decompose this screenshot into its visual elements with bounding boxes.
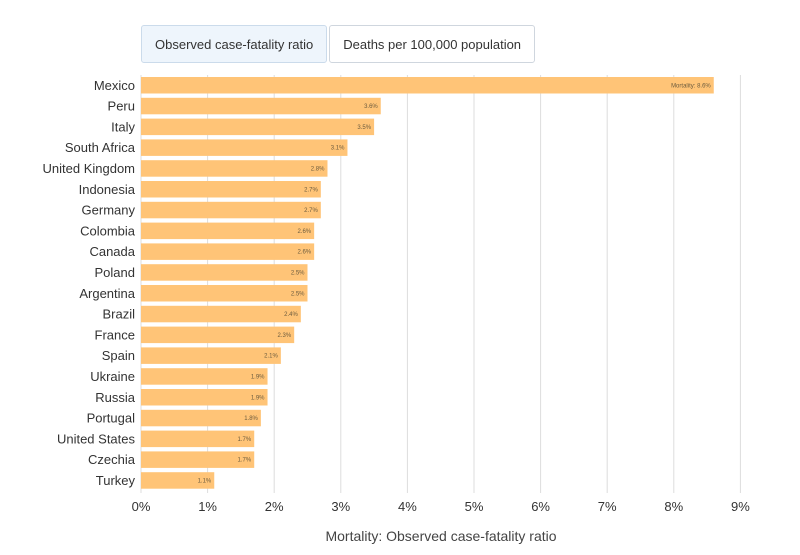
bar-data-label: 1.1% <box>198 478 212 484</box>
bar[interactable] <box>141 243 315 260</box>
bar[interactable] <box>141 326 295 344</box>
x-tick-label: 6% <box>531 499 550 514</box>
bar[interactable] <box>141 118 375 136</box>
bar-data-label: 3.1% <box>331 146 345 152</box>
bar-data-label: 1.7% <box>238 437 252 443</box>
bar-data-label: 2.8% <box>311 166 325 172</box>
category-label: Russia <box>95 390 136 405</box>
bar-data-label: 1.7% <box>238 458 252 464</box>
category-label: Indonesia <box>79 182 136 197</box>
category-label: France <box>95 327 135 342</box>
bar-data-label: 2.5% <box>291 291 305 297</box>
bar[interactable] <box>141 430 255 448</box>
x-tick-label: 5% <box>465 499 484 514</box>
category-label: Spain <box>102 348 135 363</box>
bar-data-labels: Mortality: 8.6% 3.6% 3.5% 3.1% 2.8% 2.7% 2.7% 2… <box>198 83 712 484</box>
category-label: United States <box>57 431 136 446</box>
tab-deaths-per-100000[interactable]: Deaths per 100,000 population <box>329 25 536 63</box>
bar-data-label: 1.8% <box>244 416 258 422</box>
category-label: Turkey <box>96 473 136 488</box>
bar[interactable] <box>141 139 348 156</box>
bar-data-label: 1.9% <box>251 374 265 380</box>
category-label: Argentina <box>79 286 135 301</box>
bar-data-label: 2.7% <box>304 208 318 214</box>
x-tick-label: 7% <box>598 499 617 514</box>
bar-data-label: 1.9% <box>251 395 265 401</box>
category-label: Czechia <box>88 452 136 467</box>
x-tick-label: 4% <box>398 499 417 514</box>
bar-data-label: 3.5% <box>357 125 371 131</box>
bar-data-label: 2.4% <box>284 312 298 318</box>
category-label: Poland <box>95 265 135 280</box>
gridlines <box>140 75 741 493</box>
bars <box>141 77 714 489</box>
bar-data-label: 3.6% <box>364 104 378 110</box>
x-axis-title: Mortality: Observed case-fatality ratio <box>325 528 556 544</box>
bar[interactable] <box>141 451 255 468</box>
bar[interactable] <box>141 181 321 198</box>
x-tick-label: 0% <box>132 499 151 514</box>
tab-observed-case-fatality-ratio[interactable]: Observed case-fatality ratio <box>141 25 328 63</box>
x-tick-label: 9% <box>731 499 750 514</box>
category-label: Colombia <box>80 223 136 238</box>
x-tick-label: 8% <box>664 499 683 514</box>
x-tick-label: 2% <box>265 499 284 514</box>
category-label: Peru <box>108 99 135 114</box>
bar[interactable] <box>141 389 268 406</box>
bar[interactable] <box>141 409 261 427</box>
bar-data-label: 2.6% <box>297 229 311 235</box>
category-label: Canada <box>89 244 135 259</box>
bar-data-label: 2.1% <box>264 354 278 360</box>
category-label: Brazil <box>102 307 135 322</box>
bar[interactable] <box>141 347 281 364</box>
x-tick-labels: 0% 1% 2% 3% 4% 5% 6% 7% 8% 9% <box>132 499 751 514</box>
metric-tabs: Observed case-fatality ratio Deaths per … <box>141 25 536 63</box>
category-label: Italy <box>111 119 135 134</box>
category-label: Portugal <box>87 411 136 426</box>
bar[interactable] <box>141 201 321 219</box>
bar[interactable] <box>141 97 381 115</box>
bar-data-label: 2.3% <box>277 333 291 339</box>
category-labels: Mexico Peru Italy South Africa United Kingdo… <box>43 78 136 488</box>
category-label: Germany <box>82 203 136 218</box>
bar[interactable] <box>141 285 308 302</box>
bar[interactable] <box>141 264 308 281</box>
bar[interactable] <box>141 305 301 323</box>
bar-data-label: 2.6% <box>297 250 311 256</box>
x-tick-label: 1% <box>198 499 217 514</box>
bar-data-label: 2.5% <box>291 270 305 276</box>
bar-data-label: 2.7% <box>304 187 318 193</box>
category-label: Mexico <box>94 78 135 93</box>
bar[interactable] <box>141 472 215 489</box>
category-label: Ukraine <box>90 369 135 384</box>
bar[interactable] <box>141 368 268 385</box>
bar[interactable] <box>141 222 315 240</box>
x-tick-label: 3% <box>331 499 350 514</box>
bar[interactable] <box>141 160 328 177</box>
bar[interactable] <box>141 77 714 94</box>
category-label: South Africa <box>65 140 136 155</box>
bar-data-label: Mortality: 8.6% <box>671 83 711 89</box>
category-label: United Kingdom <box>43 161 136 176</box>
